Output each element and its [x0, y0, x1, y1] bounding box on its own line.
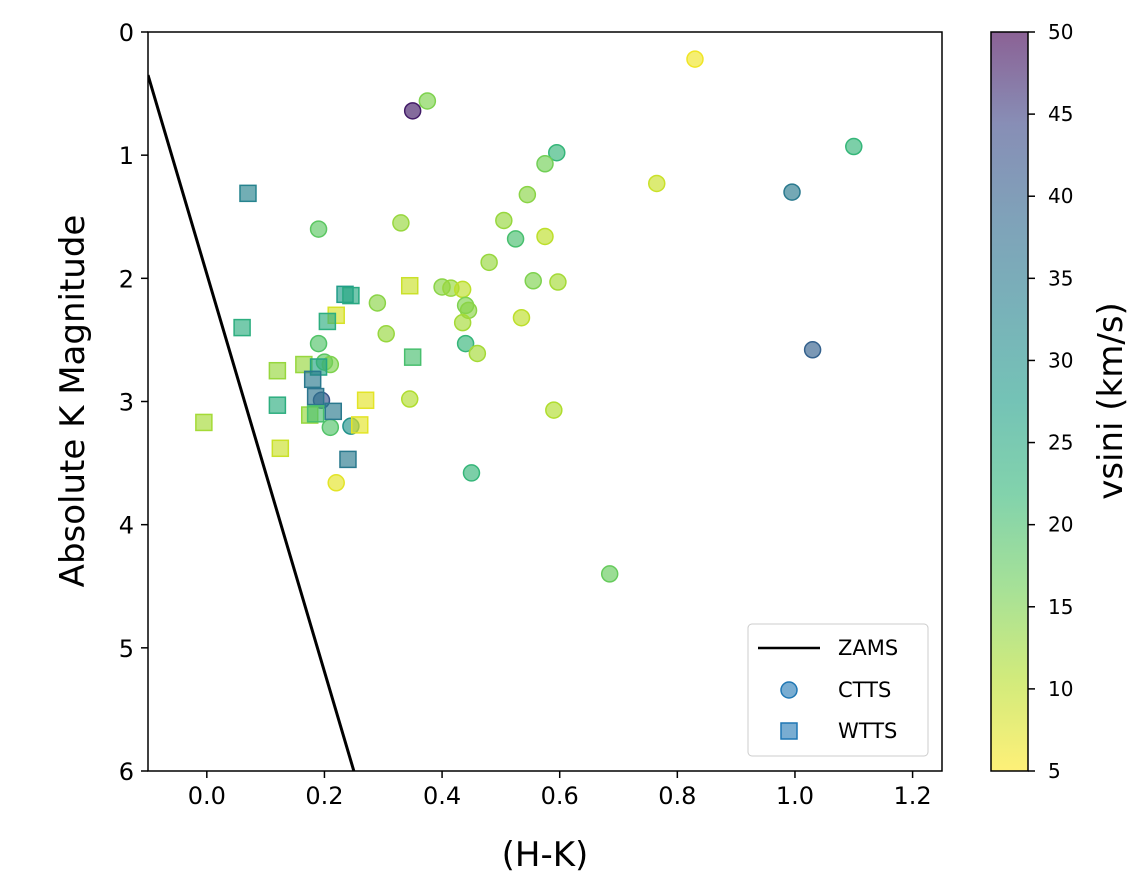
colorbar-tick-label: 35: [1048, 266, 1073, 290]
colorbar-tick-label: 40: [1048, 184, 1073, 208]
x-axis-label: (H-K): [502, 835, 589, 875]
colorbar-label: vsini (km/s): [1091, 302, 1131, 500]
y-tick-label: 0: [119, 19, 134, 47]
ctts-point: [549, 273, 567, 291]
x-axis: 0.0 0.2 0.4 0.6 0.8 1.0 1.2: [188, 771, 932, 810]
ctts-point: [536, 227, 554, 246]
x-tick-label: 0.0: [188, 782, 226, 810]
wtts-point: [356, 391, 375, 410]
legend-label-wtts: WTTS: [838, 719, 897, 743]
legend-wtts-marker: [780, 722, 798, 740]
ctts-point: [548, 143, 566, 162]
wtts-point: [342, 286, 360, 305]
zams-line: [148, 74, 356, 771]
colorbar: 5 10 15 20 25 30 35 40 45 50 vsini (km/s): [990, 20, 1131, 783]
ctts-point: [392, 214, 410, 232]
ctts-point: [686, 50, 704, 68]
wtts-point: [239, 184, 257, 203]
wtts-point: [295, 355, 313, 374]
wtts-point: [306, 387, 325, 406]
colorbar-tick-label: 25: [1048, 431, 1073, 455]
wtts-point: [318, 312, 337, 331]
colorbar-tick-label: 5: [1048, 759, 1061, 783]
ctts-point: [845, 137, 863, 156]
colorbar-tick-label: 20: [1048, 513, 1073, 537]
ctts-point: [368, 294, 387, 312]
y-tick-label: 5: [119, 635, 134, 663]
ctts-point: [512, 308, 531, 327]
y-tick-label: 4: [119, 512, 134, 540]
wtts-point: [350, 416, 369, 434]
legend-label-zams: ZAMS: [838, 636, 898, 660]
ctts-point: [480, 253, 498, 272]
wtts-point: [303, 370, 322, 389]
legend-label-ctts: CTTS: [838, 678, 891, 702]
wtts-point: [268, 361, 287, 380]
ctts-point: [400, 390, 419, 408]
y-axis-label: Absolute K Magnitude: [53, 215, 93, 588]
ctts-point: [545, 401, 563, 419]
ctts-point: [803, 341, 822, 359]
wtts-point: [306, 405, 325, 423]
ctts-point: [418, 92, 437, 110]
y-tick-label: 1: [119, 142, 134, 170]
ctts-point: [309, 334, 328, 353]
ctts-point: [453, 280, 472, 299]
ctts-point: [327, 474, 345, 492]
ctts-point: [783, 183, 801, 201]
wtts-point: [195, 413, 213, 432]
ctts-point: [524, 272, 542, 290]
colorbar-tick-label: 50: [1048, 20, 1073, 44]
ctts-point: [506, 230, 525, 248]
colorbar-gradient: [990, 31, 1029, 772]
wtts-point: [403, 348, 422, 366]
y-tick-label: 2: [119, 265, 134, 293]
ctts-point: [647, 174, 666, 193]
ctts-point: [377, 325, 395, 343]
legend-ctts-marker: [780, 681, 798, 699]
ctts-point: [403, 102, 422, 120]
wtts-point: [400, 276, 419, 295]
ctts-point: [453, 313, 472, 332]
wtts-point: [339, 450, 357, 469]
x-tick-label: 0.2: [305, 782, 343, 810]
x-tick-label: 1.0: [776, 782, 814, 810]
ctts-point: [518, 185, 537, 204]
x-tick-label: 1.2: [894, 782, 932, 810]
wtts-point: [271, 439, 290, 458]
ctts-point: [309, 220, 328, 238]
x-tick-label: 0.4: [423, 782, 461, 810]
legend: ZAMS CTTS WTTS: [747, 623, 929, 757]
colorbar-tick-label: 45: [1048, 102, 1073, 126]
ctts-point: [536, 155, 554, 173]
wtts-point: [268, 396, 287, 414]
ctts-point: [495, 211, 513, 230]
wtts-point: [233, 318, 251, 337]
x-tick-label: 0.8: [658, 782, 696, 810]
x-tick-label: 0.6: [541, 782, 579, 810]
y-tick-label: 6: [119, 758, 134, 786]
colorbar-tick-label: 15: [1048, 595, 1073, 619]
y-tick-label: 3: [119, 389, 134, 417]
ctts-point: [462, 464, 481, 482]
ctts-point: [456, 334, 475, 353]
wtts-point: [324, 402, 343, 421]
colorbar-tick-label: 10: [1048, 677, 1073, 701]
data-marks: [148, 50, 863, 771]
y-axis: 0 1 2 3 4 5 6: [119, 19, 148, 786]
colorbar-tick-label: 30: [1048, 348, 1073, 372]
colorbar-ticks: 5 10 15 20 25 30 35 40 45 50: [1028, 20, 1073, 783]
ctts-point: [600, 565, 619, 583]
ctts-point: [321, 418, 340, 437]
ctts-point: [468, 344, 487, 363]
